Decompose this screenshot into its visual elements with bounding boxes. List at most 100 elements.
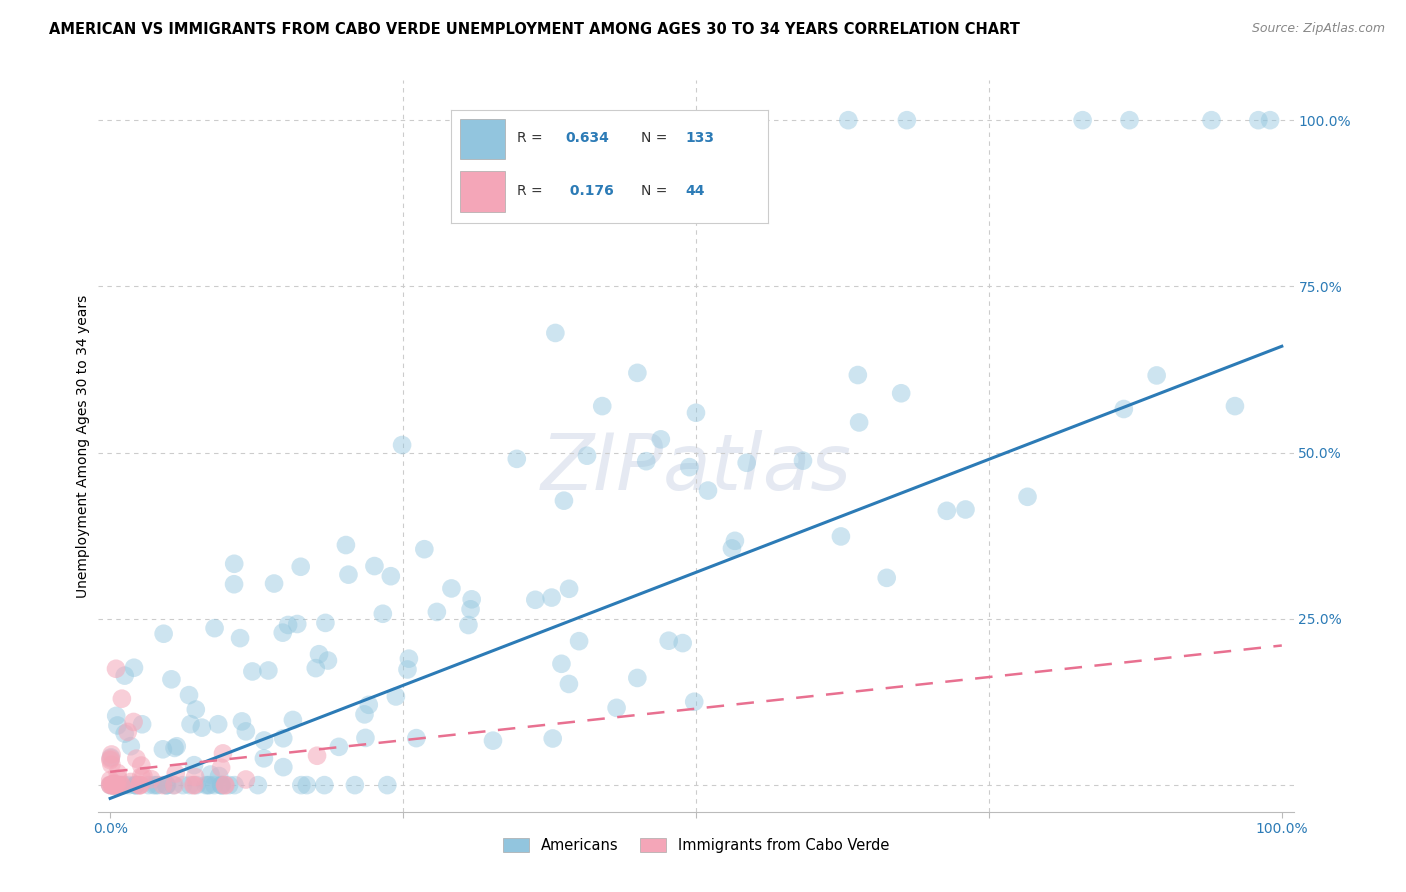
Point [658, 633, 681, 648]
Point [305, 661, 328, 675]
Point [110, 778, 132, 792]
Point [235, 724, 257, 739]
Point [101, 778, 124, 792]
Point [107, 718, 129, 732]
Point [163, 778, 186, 792]
Point [231, 714, 253, 729]
Point [152, 626, 174, 640]
Point [214, 778, 236, 792]
Point [380, 569, 402, 583]
Text: Source: ZipAtlas.com: Source: ZipAtlas.com [1251, 22, 1385, 36]
Point [101, 778, 124, 792]
Point [198, 778, 221, 792]
Point [145, 778, 167, 792]
Point [132, 769, 155, 783]
Point [160, 673, 183, 687]
Point [162, 778, 184, 792]
Point [271, 731, 294, 746]
Point [426, 605, 449, 619]
Point [122, 661, 145, 675]
Point [1017, 490, 1039, 504]
Point [152, 742, 174, 756]
Point [558, 582, 581, 596]
Point [697, 483, 720, 498]
Point [214, 778, 236, 792]
Point [125, 778, 148, 792]
Point [281, 713, 304, 727]
Point [124, 778, 146, 792]
Point [290, 559, 312, 574]
Point [273, 760, 295, 774]
Point [792, 453, 814, 467]
Point [107, 772, 129, 786]
Point [413, 542, 436, 557]
Point [396, 663, 419, 677]
Point [155, 778, 177, 792]
Point [558, 677, 581, 691]
Point [131, 758, 153, 772]
Point [142, 778, 165, 792]
Point [181, 778, 204, 792]
Point [391, 438, 413, 452]
Point [285, 617, 308, 632]
Point [626, 671, 648, 685]
Point [209, 778, 232, 792]
Point [184, 770, 207, 784]
Point [108, 778, 131, 792]
Point [98, 778, 121, 792]
Point [100, 778, 122, 792]
Point [890, 386, 912, 401]
Point [128, 778, 150, 792]
Point [544, 326, 567, 340]
Point [131, 717, 153, 731]
Point [460, 602, 482, 616]
Point [139, 772, 162, 786]
Point [337, 567, 360, 582]
Point [105, 778, 128, 792]
Point [506, 451, 529, 466]
Point [212, 747, 235, 761]
Point [277, 618, 299, 632]
Point [308, 647, 330, 661]
Point [576, 449, 599, 463]
Point [100, 751, 122, 765]
Point [117, 725, 139, 739]
Point [253, 751, 276, 765]
Point [672, 636, 695, 650]
Point [316, 654, 339, 668]
Point [541, 731, 564, 746]
Point [224, 557, 246, 571]
Point [183, 778, 205, 792]
Point [837, 113, 859, 128]
Point [683, 695, 706, 709]
Point [328, 739, 350, 754]
Point [156, 778, 179, 792]
Point [482, 733, 505, 747]
Point [103, 778, 125, 792]
Point [550, 657, 572, 671]
Point [314, 615, 336, 630]
Point [398, 651, 420, 665]
Point [128, 778, 150, 792]
Point [735, 456, 758, 470]
Point [876, 571, 898, 585]
Point [848, 416, 870, 430]
Point [165, 766, 187, 780]
Point [98, 753, 121, 767]
Point [253, 733, 276, 747]
Point [224, 778, 246, 792]
Point [194, 778, 217, 792]
Point [179, 778, 201, 792]
Point [354, 731, 377, 745]
Point [335, 538, 357, 552]
Point [107, 766, 129, 780]
Point [1258, 113, 1281, 128]
Point [200, 767, 222, 781]
Point [540, 591, 562, 605]
Point [240, 665, 263, 679]
Point [104, 778, 127, 792]
Point [125, 751, 148, 765]
Point [129, 769, 152, 783]
Point [101, 778, 124, 792]
Point [100, 757, 122, 772]
